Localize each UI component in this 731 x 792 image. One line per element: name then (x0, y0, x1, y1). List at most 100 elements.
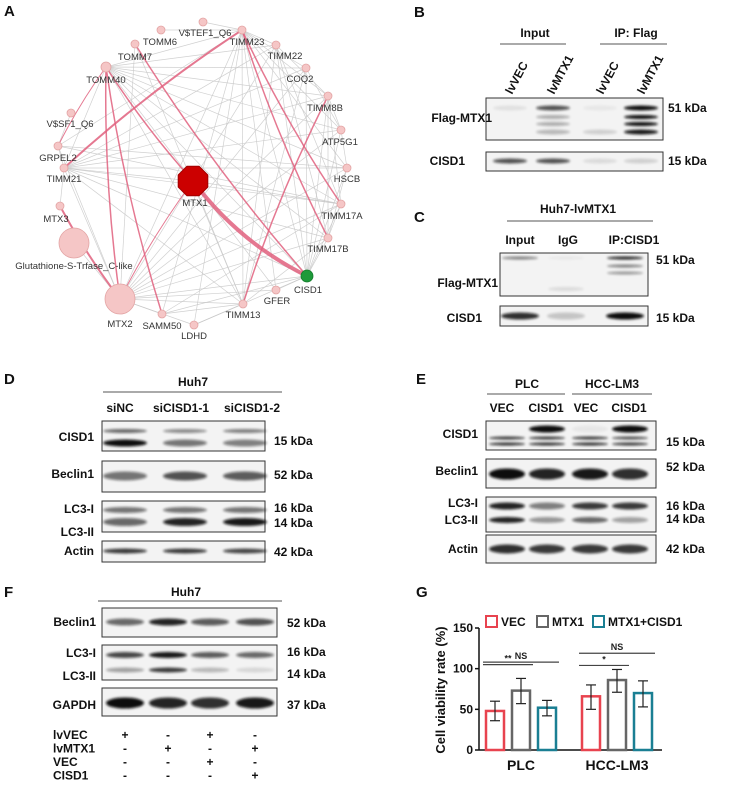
band (572, 442, 608, 446)
y-tick-label: 150 (453, 621, 473, 635)
band (106, 667, 144, 673)
band (612, 517, 648, 523)
blot-label: LC3-II (61, 525, 94, 539)
network-node-label: TIMM13 (226, 310, 261, 321)
network-edge (306, 95, 329, 277)
network-edge (327, 95, 342, 205)
band (103, 429, 147, 433)
blot-cisd1: CISD1 15 kDa (443, 420, 705, 451)
band (572, 468, 608, 480)
network-edge (119, 289, 277, 300)
panel-label-c: C (414, 209, 425, 226)
network-node-label: TIMM23 (230, 37, 265, 48)
network-edge (119, 43, 136, 300)
band (529, 442, 565, 446)
network-edge-highlight (105, 66, 194, 182)
band (607, 256, 643, 260)
significance-label: NS (611, 642, 624, 652)
band (103, 518, 147, 526)
band (612, 544, 648, 554)
group-label: Huh7-lvMTX1 (540, 202, 616, 216)
molecular-weight-label: 14 kDa (274, 516, 313, 530)
network-node (189, 320, 199, 330)
blot-flag-mtx1: Flag-MTX1 51 kDa (431, 97, 707, 141)
group-label-ip-flag: IP: Flag (614, 26, 657, 40)
network-edge (63, 44, 277, 169)
significance-label: * (602, 654, 606, 664)
y-tick-label: 50 (460, 702, 474, 716)
condition-name: lvMTX1 (53, 742, 95, 756)
band (583, 129, 617, 135)
network-edge (63, 67, 307, 169)
blot-label: LC3-I (448, 496, 478, 510)
network-edge (119, 67, 307, 300)
y-tick-label: 100 (453, 662, 473, 676)
network-node-label: ATP5G1 (322, 137, 358, 148)
condition-value: - (166, 755, 170, 769)
network-edge (105, 66, 244, 305)
band (106, 652, 144, 658)
band (223, 507, 267, 513)
network-edge-highlight (105, 66, 163, 315)
band (106, 618, 144, 626)
network-edge (305, 67, 308, 277)
band (191, 697, 229, 709)
lane-label: lvVEC (593, 59, 622, 96)
blot-label: CISD1 (59, 430, 95, 444)
band (583, 158, 617, 164)
blot-frame (101, 420, 266, 452)
network-edge (241, 29, 329, 97)
network-edge (242, 237, 329, 305)
band (223, 471, 267, 481)
network-edge (241, 29, 308, 277)
network-edge (119, 29, 243, 300)
network-node (59, 163, 69, 173)
condition-value: - (123, 742, 127, 756)
band (103, 439, 147, 447)
band (572, 517, 608, 523)
y-tick-label: 0 (466, 743, 473, 757)
network-edge (105, 66, 308, 277)
band (103, 548, 147, 554)
network-edge (306, 203, 342, 277)
network-node-label: MTX2 (107, 319, 132, 330)
network-node-label: GRPEL2 (39, 153, 77, 164)
lane-label: Input (505, 233, 534, 247)
lane-label: lvVEC (502, 59, 531, 96)
molecular-weight-label: 15 kDa (668, 154, 707, 168)
band (612, 436, 648, 440)
network-edge-highlight (57, 66, 107, 147)
molecular-weight-label: 52 kDa (287, 616, 326, 630)
network-node (238, 299, 248, 309)
network-node-label: SAMM50 (142, 321, 181, 332)
network-edge (340, 129, 348, 169)
x-tick-label: PLC (507, 757, 535, 773)
blot-label: Flag-MTX1 (431, 111, 492, 125)
panel-label-a: A (4, 3, 15, 20)
band (163, 439, 207, 447)
band (606, 312, 644, 320)
network-edge (306, 237, 329, 277)
panel-c: Huh7-lvMTX1 Input IgG IP:CISD1 (505, 202, 659, 247)
molecular-weight-label: 51 kDa (668, 101, 707, 115)
network-node (66, 108, 76, 118)
band (149, 697, 187, 709)
blot-cisd1: CISD1 15 kDa (447, 305, 695, 327)
network-node (104, 283, 136, 315)
lane-label: VEC (574, 401, 599, 415)
network-node (198, 17, 208, 27)
blot-label: CISD1 (443, 427, 479, 441)
condition-value: - (253, 728, 257, 742)
blot-label: Beclin1 (51, 467, 94, 481)
band (624, 129, 658, 135)
network-node (55, 201, 65, 211)
condition-name: CISD1 (53, 769, 89, 783)
band (529, 517, 565, 523)
network-edge (105, 66, 307, 69)
blot-frame (101, 644, 278, 681)
lane-label: VEC (490, 401, 515, 415)
band (536, 105, 570, 111)
network-edge-highlight (104, 66, 121, 300)
condition-value: + (121, 728, 128, 742)
network-node (271, 285, 281, 295)
